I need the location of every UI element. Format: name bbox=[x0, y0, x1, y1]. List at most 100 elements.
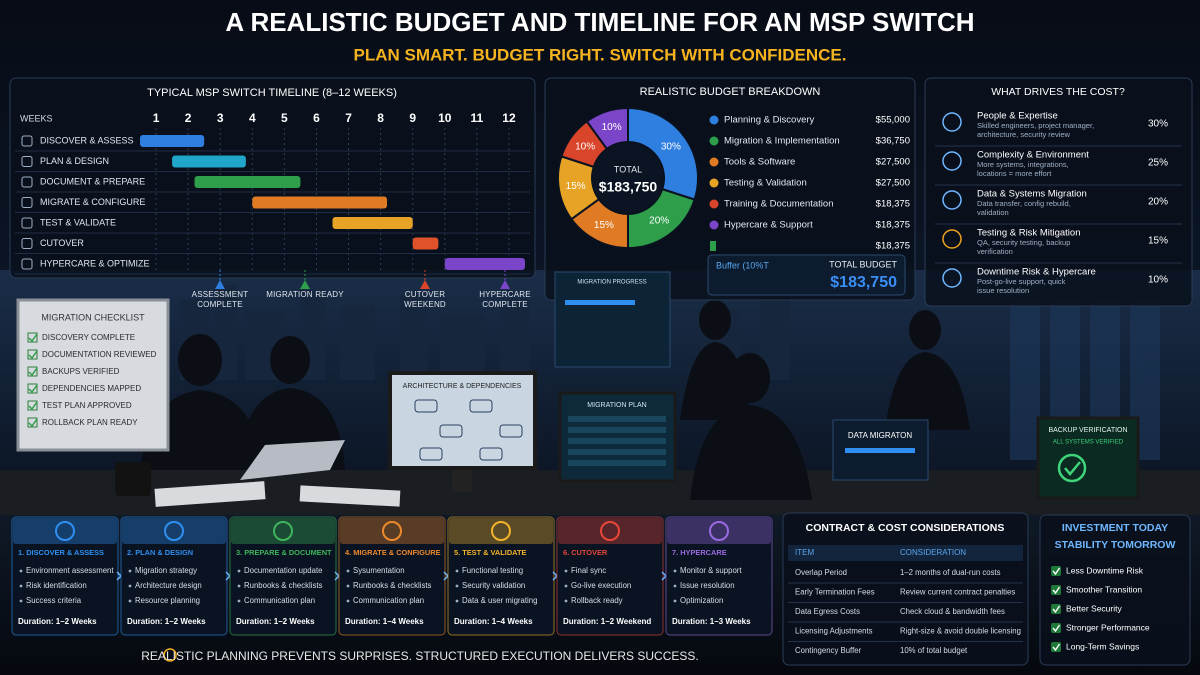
driver-pct: 25% bbox=[1148, 158, 1168, 169]
phase-icon bbox=[600, 521, 620, 541]
subtitle: PLAN SMART. BUDGET RIGHT. SWITCH WITH CO… bbox=[354, 45, 847, 64]
phase-band bbox=[558, 518, 662, 544]
table-cell: Check cloud & bandwidth fees bbox=[900, 607, 1005, 616]
bullet bbox=[19, 569, 23, 573]
task-label: PLAN & DESIGN bbox=[40, 156, 109, 166]
monitor bbox=[388, 371, 537, 470]
milestone-label: MIGRATION READY bbox=[266, 290, 344, 299]
total-budget-label: TOTAL BUDGET bbox=[829, 259, 897, 269]
task-label: HYPERCARE & OPTIMIZE bbox=[40, 258, 150, 268]
diagram-node bbox=[419, 447, 443, 461]
investment-item: Better Security bbox=[1066, 603, 1122, 613]
monitor-stand bbox=[452, 470, 472, 492]
checkbox bbox=[27, 349, 38, 360]
phase-icon bbox=[709, 521, 729, 541]
phase-title: 3. PREPARE & DOCUMENT bbox=[236, 548, 332, 557]
phase-bullet: Data & user migrating bbox=[462, 596, 537, 605]
task-label: MIGRATE & CONFIGURE bbox=[40, 197, 145, 207]
screen-row bbox=[568, 416, 666, 422]
bulb-icon bbox=[163, 648, 177, 662]
phase-bullet: Rollback ready bbox=[571, 596, 623, 605]
investment-item: Long-Term Savings bbox=[1066, 641, 1139, 651]
table-header-cell: CONSIDERATION bbox=[900, 548, 966, 557]
driver-pct: 20% bbox=[1148, 197, 1168, 208]
checkbox bbox=[27, 417, 38, 428]
milestone-marker bbox=[500, 280, 510, 289]
phase-band bbox=[667, 518, 771, 544]
driver-desc: architecture, security review bbox=[977, 130, 1071, 139]
driver-name: People & Expertise bbox=[977, 111, 1058, 122]
legend-amount: $36,750 bbox=[876, 136, 910, 147]
legend-name: Migration & Implementation bbox=[724, 136, 840, 147]
check bbox=[1052, 586, 1061, 595]
table-cell: 10% of total budget bbox=[900, 646, 968, 655]
milestone-label: HYPERCARE COMPLETE bbox=[479, 290, 531, 309]
phase-band bbox=[449, 518, 553, 544]
budget-title: REALISTIC BUDGET BREAKDOWN bbox=[640, 86, 821, 98]
investment-title: STABILITY TOMORROW bbox=[1055, 539, 1176, 551]
laptop bbox=[240, 440, 345, 480]
progress-bar bbox=[845, 448, 915, 453]
bullet bbox=[237, 599, 241, 603]
task-icon bbox=[21, 217, 33, 229]
bullet bbox=[564, 599, 568, 603]
table-cell: Data Egress Costs bbox=[795, 607, 860, 616]
checklist-item: DEPENDENCIES MAPPED bbox=[42, 384, 141, 393]
check bbox=[1052, 605, 1061, 614]
phase-icon bbox=[164, 521, 184, 541]
table-cell: Right-size & avoid double licensing bbox=[900, 627, 1021, 636]
check bbox=[28, 418, 38, 428]
phase-card bbox=[665, 516, 773, 636]
task-label: DISCOVER & ASSESS bbox=[40, 135, 134, 145]
phase-duration: Duration: 1–2 Weeks bbox=[18, 617, 97, 626]
table-cell: Contingency Buffer bbox=[795, 646, 862, 655]
phase-bullet: Go-live execution bbox=[571, 581, 631, 590]
papers bbox=[299, 485, 401, 507]
phase-bullet: Documentation update bbox=[244, 566, 322, 575]
phase-card bbox=[229, 516, 337, 636]
bullet bbox=[237, 584, 241, 588]
check-circle bbox=[1057, 453, 1087, 483]
check bbox=[28, 384, 38, 394]
phase-bullet: Issue resolution bbox=[680, 581, 735, 590]
slice-label: 20% bbox=[649, 216, 669, 227]
phase-bullet: Sysumentation bbox=[353, 566, 405, 575]
phase-duration: Duration: 1–3 Weeks bbox=[672, 617, 751, 626]
driver-desc: Post-go-live support, quick bbox=[977, 277, 1066, 286]
phase-bullet: Security validation bbox=[462, 581, 525, 590]
legend-dot bbox=[710, 241, 716, 251]
milestone-label: ASSESSMENT COMPLETE bbox=[191, 290, 249, 309]
slice-label: 15% bbox=[566, 181, 586, 192]
task-label: CUTOVER bbox=[40, 238, 84, 248]
phase-duration: Duration: 1–4 Weeks bbox=[345, 617, 424, 626]
phase-bullet: Optimization bbox=[680, 596, 723, 605]
week-label: 4 bbox=[249, 111, 256, 125]
phase-card bbox=[120, 516, 228, 636]
phase-bullet: Runbooks & checklists bbox=[244, 581, 323, 590]
bullet bbox=[455, 584, 459, 588]
screen bbox=[554, 271, 671, 368]
task-label: TEST & VALIDATE bbox=[40, 217, 116, 227]
driver-name: Complexity & Environment bbox=[977, 150, 1089, 161]
investment-panel bbox=[1039, 514, 1191, 666]
milestone-marker bbox=[300, 280, 310, 289]
week-label: 3 bbox=[217, 111, 224, 125]
phase-bullet: Environment assessment bbox=[26, 566, 114, 575]
phase-duration: Duration: 1–2 Weeks bbox=[236, 617, 315, 626]
phase-bullet: Communication plan bbox=[353, 596, 424, 605]
bullet bbox=[673, 599, 677, 603]
phase-title: 4. MIGRATE & CONFIGURE bbox=[345, 548, 441, 557]
total-budget: $183,750 bbox=[830, 274, 897, 291]
checkbox bbox=[27, 383, 38, 394]
screen-title: BACKUP VERIFICATION bbox=[1048, 427, 1127, 434]
driver-desc: verification bbox=[977, 247, 1013, 256]
check bbox=[28, 401, 38, 411]
screen-title: MIGRATION PROGRESS bbox=[577, 280, 646, 286]
investment-item: Less Downtime Risk bbox=[1066, 565, 1144, 575]
driver-desc: QA, security testing, backup bbox=[977, 238, 1070, 247]
phase-card bbox=[556, 516, 664, 636]
legend-name: Tools & Software bbox=[724, 157, 795, 168]
phase-icon bbox=[55, 521, 75, 541]
task-bar bbox=[194, 176, 301, 188]
